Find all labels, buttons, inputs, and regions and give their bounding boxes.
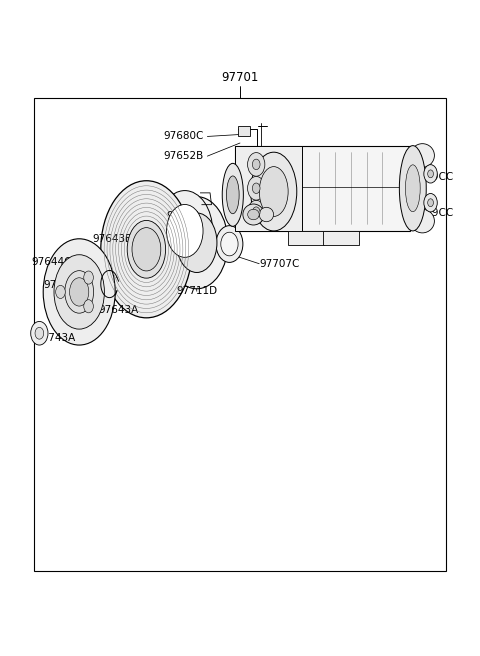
Bar [235,146,302,231]
Bar [288,231,324,245]
Ellipse shape [406,165,420,212]
Text: 97743A: 97743A [35,333,75,344]
Ellipse shape [248,209,259,220]
Text: 97652B: 97652B [164,151,204,161]
Ellipse shape [157,191,213,271]
Ellipse shape [399,146,426,231]
Text: 1339CC: 1339CC [412,172,454,182]
Circle shape [35,327,44,339]
Circle shape [216,226,243,262]
Ellipse shape [259,207,274,222]
Ellipse shape [259,167,288,216]
Circle shape [428,170,433,178]
Circle shape [424,165,437,183]
Ellipse shape [54,255,105,329]
Circle shape [84,300,93,313]
Circle shape [221,232,238,256]
Circle shape [252,159,260,170]
Text: 97643E: 97643E [92,234,132,244]
Circle shape [252,207,260,217]
Ellipse shape [167,205,203,257]
Text: 97680C: 97680C [164,131,204,142]
Text: 97646: 97646 [166,211,199,222]
Circle shape [424,194,437,212]
Text: 97701: 97701 [221,71,259,84]
Bar [235,146,410,231]
Ellipse shape [251,152,297,231]
Text: 97646C: 97646C [44,280,84,291]
Text: 1339CC: 1339CC [412,208,454,218]
Ellipse shape [177,213,217,272]
Text: 97643A: 97643A [98,305,139,316]
Circle shape [428,199,433,207]
Ellipse shape [65,271,94,313]
Ellipse shape [410,144,434,167]
Ellipse shape [43,239,115,345]
Ellipse shape [132,228,161,271]
Circle shape [31,321,48,345]
Ellipse shape [101,180,192,318]
Bar [238,126,250,136]
Ellipse shape [227,176,239,214]
Text: 97711D: 97711D [176,286,217,297]
Circle shape [248,200,265,224]
Circle shape [248,153,265,176]
Bar [34,98,446,571]
Ellipse shape [222,163,243,226]
Circle shape [84,271,93,284]
Ellipse shape [127,220,166,278]
Text: 97707C: 97707C [259,258,300,269]
Text: 97644C: 97644C [32,257,72,268]
Ellipse shape [243,204,264,225]
Circle shape [248,176,265,200]
Bar [323,231,359,245]
Ellipse shape [410,209,434,233]
Ellipse shape [70,277,89,306]
Ellipse shape [166,197,228,289]
Circle shape [252,183,260,194]
Circle shape [56,285,65,298]
